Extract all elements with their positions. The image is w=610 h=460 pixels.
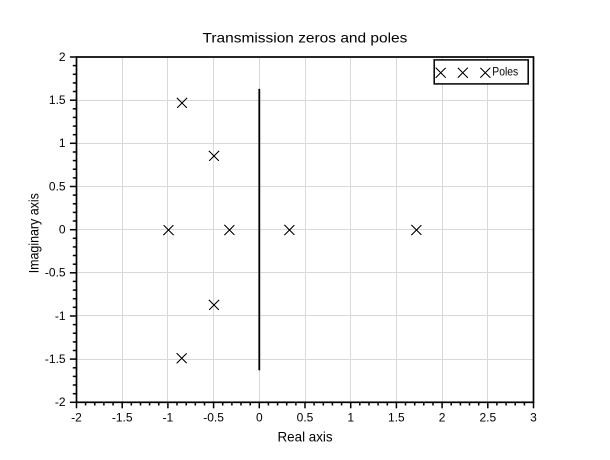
svg-text:2.5: 2.5 xyxy=(479,411,496,425)
svg-text:Real axis: Real axis xyxy=(278,429,333,445)
svg-text:0: 0 xyxy=(59,223,66,237)
svg-text:0: 0 xyxy=(256,411,263,425)
svg-text:0.5: 0.5 xyxy=(297,411,314,425)
svg-text:2: 2 xyxy=(59,50,66,64)
svg-text:Imaginary axis: Imaginary axis xyxy=(27,193,42,273)
svg-text:-1.5: -1.5 xyxy=(112,411,133,425)
svg-text:Poles: Poles xyxy=(492,64,518,78)
svg-text:-0.5: -0.5 xyxy=(203,411,224,425)
svg-text:-1: -1 xyxy=(55,309,66,323)
svg-text:3: 3 xyxy=(530,411,537,425)
svg-text:-2: -2 xyxy=(71,411,82,425)
svg-text:1.5: 1.5 xyxy=(49,93,66,107)
svg-text:Transmission zeros and poles: Transmission zeros and poles xyxy=(203,29,408,45)
svg-text:-1: -1 xyxy=(163,411,174,425)
svg-text:0.5: 0.5 xyxy=(49,179,66,193)
svg-text:1: 1 xyxy=(59,136,66,150)
svg-text:-0.5: -0.5 xyxy=(45,266,66,280)
svg-text:1: 1 xyxy=(347,411,354,425)
svg-text:1.5: 1.5 xyxy=(388,411,405,425)
svg-text:-2: -2 xyxy=(55,395,66,409)
svg-text:-1.5: -1.5 xyxy=(45,352,66,366)
svg-text:2: 2 xyxy=(439,411,446,425)
